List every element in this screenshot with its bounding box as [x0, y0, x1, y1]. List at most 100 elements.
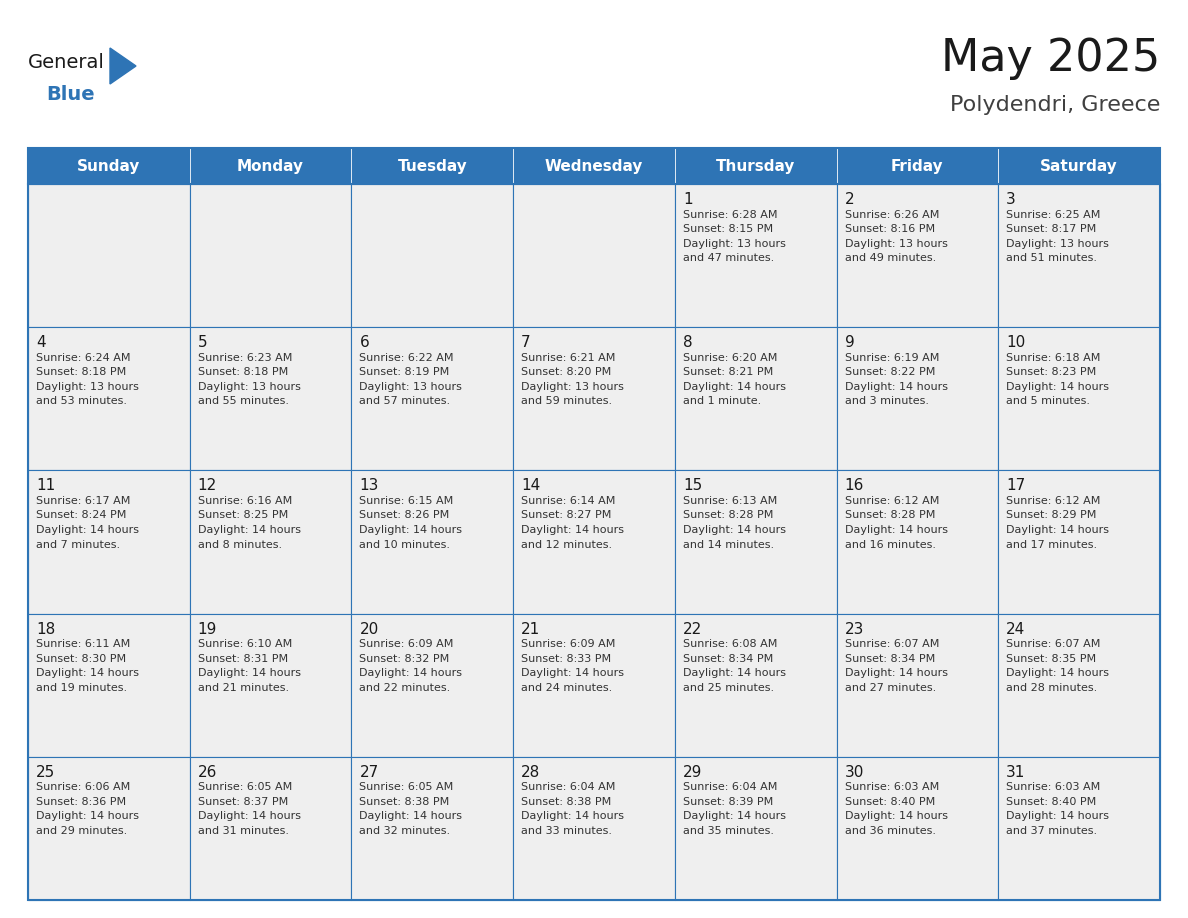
- Text: 2: 2: [845, 192, 854, 207]
- Bar: [513, 148, 675, 184]
- Bar: [190, 613, 352, 756]
- Bar: [675, 470, 836, 613]
- Text: and 47 minutes.: and 47 minutes.: [683, 253, 775, 263]
- Bar: [29, 184, 190, 327]
- Text: 25: 25: [36, 765, 56, 779]
- Bar: [998, 327, 1159, 470]
- Bar: [998, 148, 1159, 184]
- Text: May 2025: May 2025: [941, 37, 1159, 80]
- Text: and 25 minutes.: and 25 minutes.: [683, 683, 775, 693]
- Text: Sunset: 8:30 PM: Sunset: 8:30 PM: [36, 654, 126, 664]
- Text: Daylight: 14 hours: Daylight: 14 hours: [197, 812, 301, 822]
- Polygon shape: [110, 48, 135, 84]
- Text: Sunrise: 6:07 AM: Sunrise: 6:07 AM: [1006, 639, 1100, 649]
- Text: 18: 18: [36, 621, 56, 636]
- Text: Sunset: 8:38 PM: Sunset: 8:38 PM: [522, 797, 612, 807]
- Text: and 57 minutes.: and 57 minutes.: [360, 397, 450, 407]
- Text: and 8 minutes.: and 8 minutes.: [197, 540, 282, 550]
- Text: Sunrise: 6:12 AM: Sunrise: 6:12 AM: [845, 496, 939, 506]
- Text: Sunset: 8:15 PM: Sunset: 8:15 PM: [683, 224, 773, 234]
- Text: Sunrise: 6:13 AM: Sunrise: 6:13 AM: [683, 496, 777, 506]
- Text: Sunset: 8:29 PM: Sunset: 8:29 PM: [1006, 510, 1097, 521]
- Bar: [352, 327, 513, 470]
- Text: Tuesday: Tuesday: [398, 159, 467, 174]
- Text: 30: 30: [845, 765, 864, 779]
- Text: Sunrise: 6:06 AM: Sunrise: 6:06 AM: [36, 782, 131, 792]
- Bar: [352, 148, 513, 184]
- Text: Polydendri, Greece: Polydendri, Greece: [949, 95, 1159, 115]
- Text: and 19 minutes.: and 19 minutes.: [36, 683, 127, 693]
- Text: and 55 minutes.: and 55 minutes.: [197, 397, 289, 407]
- Text: 24: 24: [1006, 621, 1025, 636]
- Text: Sunrise: 6:20 AM: Sunrise: 6:20 AM: [683, 353, 777, 363]
- Bar: [836, 470, 998, 613]
- Text: Daylight: 13 hours: Daylight: 13 hours: [683, 239, 785, 249]
- Text: Sunset: 8:40 PM: Sunset: 8:40 PM: [845, 797, 935, 807]
- Text: Sunrise: 6:22 AM: Sunrise: 6:22 AM: [360, 353, 454, 363]
- Text: and 37 minutes.: and 37 minutes.: [1006, 826, 1098, 836]
- Text: Monday: Monday: [238, 159, 304, 174]
- Text: Sunset: 8:35 PM: Sunset: 8:35 PM: [1006, 654, 1097, 664]
- Bar: [29, 756, 190, 900]
- Text: and 29 minutes.: and 29 minutes.: [36, 826, 127, 836]
- Text: Daylight: 13 hours: Daylight: 13 hours: [36, 382, 139, 392]
- Text: Saturday: Saturday: [1041, 159, 1118, 174]
- Bar: [675, 184, 836, 327]
- Text: Sunset: 8:28 PM: Sunset: 8:28 PM: [683, 510, 773, 521]
- Text: 19: 19: [197, 621, 217, 636]
- Text: and 24 minutes.: and 24 minutes.: [522, 683, 612, 693]
- Text: Sunrise: 6:03 AM: Sunrise: 6:03 AM: [1006, 782, 1100, 792]
- Text: Wednesday: Wednesday: [545, 159, 643, 174]
- Text: Sunset: 8:34 PM: Sunset: 8:34 PM: [683, 654, 773, 664]
- Text: 11: 11: [36, 478, 56, 493]
- Text: 17: 17: [1006, 478, 1025, 493]
- Text: Daylight: 14 hours: Daylight: 14 hours: [683, 382, 785, 392]
- Text: 15: 15: [683, 478, 702, 493]
- Text: 4: 4: [36, 335, 45, 350]
- Text: Daylight: 14 hours: Daylight: 14 hours: [845, 812, 948, 822]
- Text: and 27 minutes.: and 27 minutes.: [845, 683, 936, 693]
- Text: 14: 14: [522, 478, 541, 493]
- Text: Sunrise: 6:04 AM: Sunrise: 6:04 AM: [522, 782, 615, 792]
- Text: Daylight: 14 hours: Daylight: 14 hours: [360, 812, 462, 822]
- Text: Sunrise: 6:10 AM: Sunrise: 6:10 AM: [197, 639, 292, 649]
- Bar: [352, 756, 513, 900]
- Text: Daylight: 14 hours: Daylight: 14 hours: [522, 668, 624, 678]
- Text: 22: 22: [683, 621, 702, 636]
- Bar: [29, 613, 190, 756]
- Text: Sunset: 8:31 PM: Sunset: 8:31 PM: [197, 654, 287, 664]
- Bar: [352, 613, 513, 756]
- Bar: [836, 148, 998, 184]
- Text: Sunrise: 6:09 AM: Sunrise: 6:09 AM: [360, 639, 454, 649]
- Text: Sunrise: 6:15 AM: Sunrise: 6:15 AM: [360, 496, 454, 506]
- Text: Sunrise: 6:28 AM: Sunrise: 6:28 AM: [683, 209, 777, 219]
- Text: 23: 23: [845, 621, 864, 636]
- Text: Daylight: 13 hours: Daylight: 13 hours: [197, 382, 301, 392]
- Text: Sunset: 8:38 PM: Sunset: 8:38 PM: [360, 797, 450, 807]
- Text: Sunrise: 6:23 AM: Sunrise: 6:23 AM: [197, 353, 292, 363]
- Text: 20: 20: [360, 621, 379, 636]
- Text: Sunset: 8:23 PM: Sunset: 8:23 PM: [1006, 367, 1097, 377]
- Text: Daylight: 14 hours: Daylight: 14 hours: [1006, 668, 1110, 678]
- Text: Sunrise: 6:14 AM: Sunrise: 6:14 AM: [522, 496, 615, 506]
- Bar: [513, 756, 675, 900]
- Bar: [675, 756, 836, 900]
- Text: Sunset: 8:22 PM: Sunset: 8:22 PM: [845, 367, 935, 377]
- Text: Sunrise: 6:12 AM: Sunrise: 6:12 AM: [1006, 496, 1100, 506]
- Text: Sunrise: 6:08 AM: Sunrise: 6:08 AM: [683, 639, 777, 649]
- Text: Sunset: 8:19 PM: Sunset: 8:19 PM: [360, 367, 450, 377]
- Bar: [29, 470, 190, 613]
- Text: and 31 minutes.: and 31 minutes.: [197, 826, 289, 836]
- Text: 26: 26: [197, 765, 217, 779]
- Text: and 51 minutes.: and 51 minutes.: [1006, 253, 1098, 263]
- Text: Sunset: 8:34 PM: Sunset: 8:34 PM: [845, 654, 935, 664]
- Text: Daylight: 14 hours: Daylight: 14 hours: [683, 668, 785, 678]
- Bar: [29, 148, 1159, 900]
- Text: Blue: Blue: [46, 85, 95, 105]
- Text: and 59 minutes.: and 59 minutes.: [522, 397, 612, 407]
- Text: Sunset: 8:25 PM: Sunset: 8:25 PM: [197, 510, 287, 521]
- Bar: [352, 470, 513, 613]
- Text: and 53 minutes.: and 53 minutes.: [36, 397, 127, 407]
- Text: Sunrise: 6:09 AM: Sunrise: 6:09 AM: [522, 639, 615, 649]
- Text: Sunrise: 6:05 AM: Sunrise: 6:05 AM: [360, 782, 454, 792]
